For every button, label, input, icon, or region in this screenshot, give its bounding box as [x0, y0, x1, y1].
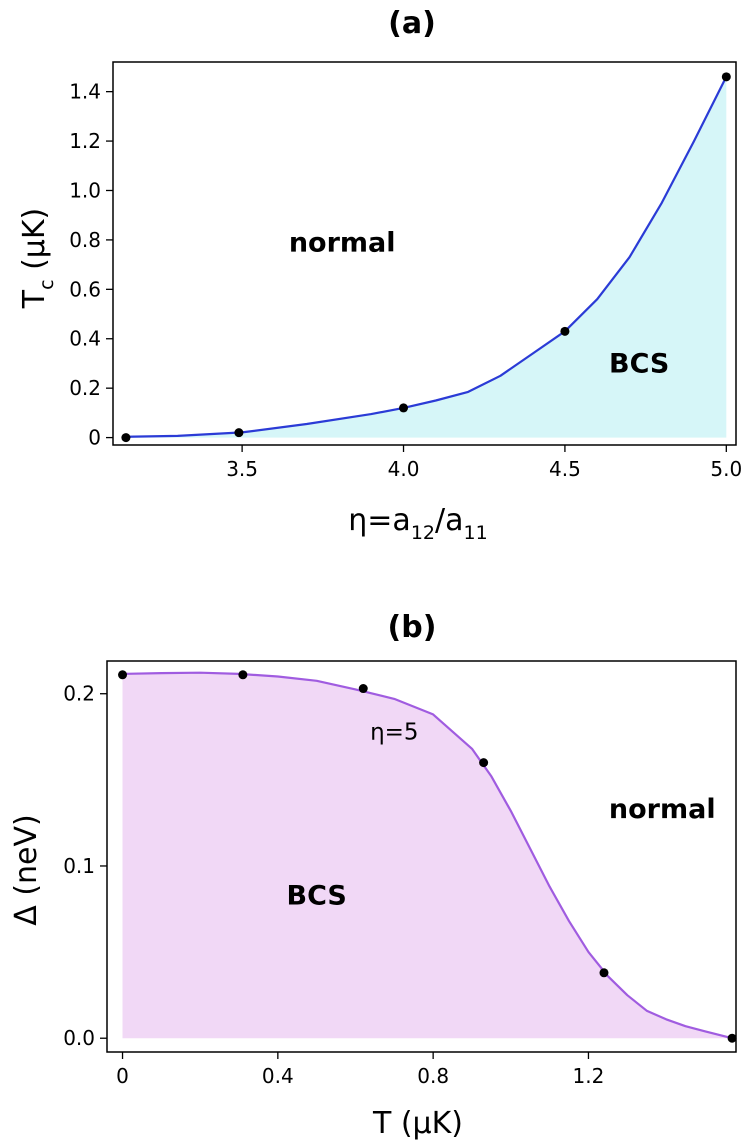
b-region-label-bcs: BCS	[286, 880, 346, 911]
a-y-tick-label: 1.4	[69, 80, 101, 104]
panel-b-fill-layer	[122, 672, 733, 1039]
panel-a-point-layer	[121, 72, 731, 443]
panel-b-title: (b)	[388, 610, 437, 645]
panel-a-fill-layer	[125, 76, 727, 438]
a-series-line	[125, 76, 728, 438]
panel-b-y-axis-label: Δ (neV)	[9, 814, 44, 925]
b-series-line	[122, 671, 733, 1040]
b-data-point	[358, 684, 368, 694]
b-bcs-region-fill	[122, 672, 733, 1039]
b-y-tick-label: 0.1	[63, 854, 95, 878]
panel-b-eta-annotation: η=5	[370, 720, 418, 746]
panel-a-x-axis-label: η=a12/a11	[348, 503, 487, 544]
a-region-label-bcs: BCS	[609, 348, 669, 379]
b-y-tick-label: 0.2	[63, 682, 95, 706]
panel-b-region-labels: normal BCS	[286, 794, 715, 911]
a-data-point	[560, 326, 570, 336]
panel-a-y-ticks: 0 0.2 0.4 0.6 0.8 1.0 1.2 1.4	[69, 80, 113, 450]
a-y-tick-label: 1.2	[69, 129, 101, 153]
a-data-point	[721, 72, 731, 82]
b-y-tick-label: 0.0	[63, 1026, 95, 1050]
panel-a-title: (a)	[388, 6, 436, 41]
panel-b-chart: (b) 0 0.4 0.8 1.2 0.0 0.1 0.2 normal BCS η=5 T…	[9, 610, 737, 1141]
b-data-point	[599, 968, 609, 978]
b-x-tick-label: 0.4	[262, 1064, 294, 1088]
panel-b-point-layer	[118, 670, 737, 1043]
a-y-tick-label: 1.0	[69, 178, 101, 202]
panel-a-curve-layer	[125, 76, 728, 438]
a-y-tick-label: 0.8	[69, 228, 101, 252]
a-region-label-normal: normal	[289, 227, 396, 258]
panel-b-x-axis-label: T (μK)	[372, 1106, 463, 1141]
panel-b-curve-layer	[122, 671, 733, 1040]
a-x-tick-label: 5.0	[710, 457, 742, 481]
a-data-point	[121, 433, 131, 443]
b-data-point	[727, 1033, 737, 1043]
a-y-tick-label: 0.6	[69, 277, 101, 301]
b-x-tick-label: 1.2	[573, 1064, 605, 1088]
b-data-point	[238, 670, 248, 680]
a-x-tick-label: 4.5	[549, 457, 581, 481]
panel-a-y-axis-label: Tc (μK)	[17, 208, 58, 310]
a-bcs-region-fill	[125, 76, 727, 438]
b-region-label-normal: normal	[609, 794, 716, 825]
b-data-point	[118, 670, 128, 680]
panel-a-chart: (a) 3.5 4.0 4.5 5.0 00.20.40.60.81.01.21.4 …	[17, 6, 742, 544]
a-y-tick-label: 0	[88, 426, 101, 450]
a-y-tick-label: 0.4	[69, 327, 101, 351]
b-data-point	[479, 758, 489, 768]
a-x-tick-label: 4.0	[388, 457, 420, 481]
panel-a-region-labels: normal BCS	[289, 227, 669, 379]
panel-b-y-ticks: 0.0 0.1 0.2	[63, 682, 107, 1050]
panel-a-x-ticks: 3.5 4.0 4.5 5.0	[226, 445, 742, 481]
a-x-tick-label: 3.5	[226, 457, 258, 481]
b-x-tick-label: 0	[116, 1064, 129, 1088]
panel-a-plot-frame	[112, 61, 737, 446]
panel-b-x-ticks: 0 0.4 0.8 1.2	[116, 1052, 604, 1088]
a-data-point	[399, 403, 409, 413]
a-y-tick-label: 0.2	[69, 376, 101, 400]
b-x-tick-label: 0.8	[417, 1064, 449, 1088]
panel-b-plot-frame	[106, 660, 737, 1053]
a-data-point	[234, 428, 244, 438]
